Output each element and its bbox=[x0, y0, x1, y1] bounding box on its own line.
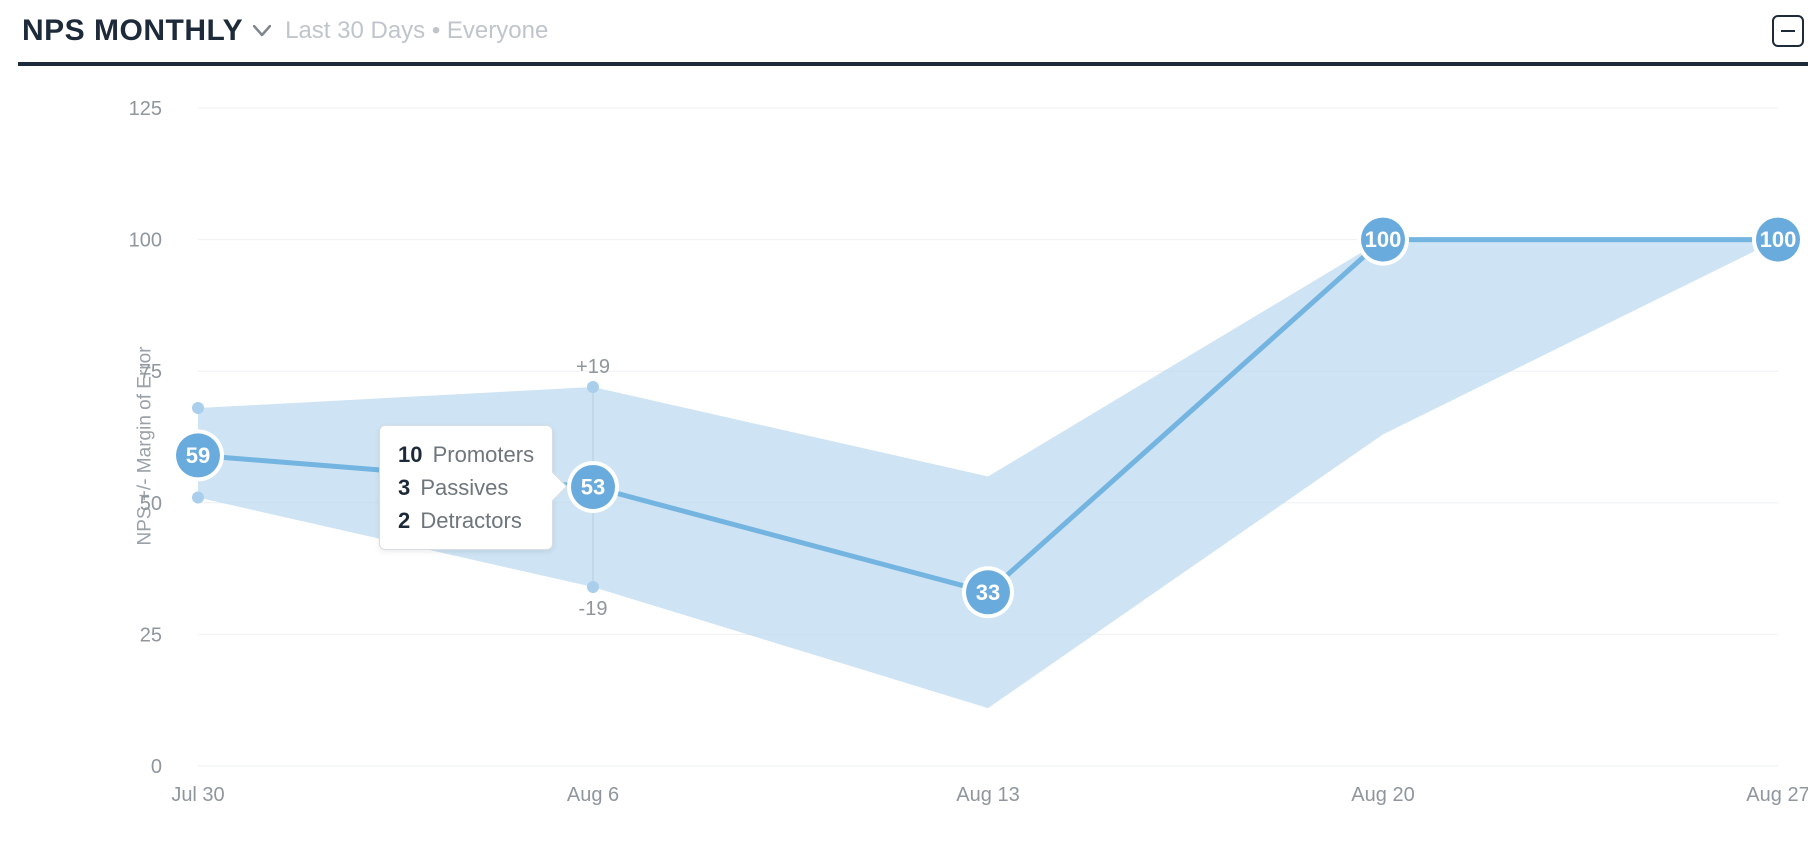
tooltip-row: 2 Detractors bbox=[398, 504, 534, 537]
chart-subtitle: Last 30 Days • Everyone bbox=[285, 17, 548, 45]
svg-text:Aug 20: Aug 20 bbox=[1351, 784, 1414, 806]
svg-text:Jul 30: Jul 30 bbox=[171, 784, 224, 806]
svg-text:100: 100 bbox=[129, 230, 162, 252]
svg-text:53: 53 bbox=[581, 475, 605, 500]
svg-text:Aug 6: Aug 6 bbox=[567, 784, 619, 806]
svg-text:59: 59 bbox=[186, 443, 210, 468]
chart-header: NPS MONTHLY Last 30 Days • Everyone bbox=[18, 0, 1808, 66]
data-tooltip: 10 Promoters3 Passives2 Detractors bbox=[379, 425, 553, 550]
svg-text:+19: +19 bbox=[576, 356, 610, 378]
svg-text:100: 100 bbox=[1760, 227, 1797, 252]
svg-text:0: 0 bbox=[151, 756, 162, 778]
svg-text:Aug 13: Aug 13 bbox=[956, 784, 1019, 806]
tooltip-row: 3 Passives bbox=[398, 471, 534, 504]
svg-text:75: 75 bbox=[140, 361, 162, 383]
svg-text:-19: -19 bbox=[579, 598, 608, 620]
nps-line-chart[interactable]: 0 25 50 75 100 125 +19 -19 59 53 33 100 100 Jul 30 Aug… bbox=[18, 66, 1808, 836]
dropdown-caret-icon[interactable] bbox=[253, 25, 271, 37]
svg-text:33: 33 bbox=[976, 580, 1000, 605]
svg-text:25: 25 bbox=[140, 624, 162, 646]
svg-text:50: 50 bbox=[140, 493, 162, 515]
svg-text:125: 125 bbox=[129, 98, 162, 120]
svg-text:Aug 27: Aug 27 bbox=[1746, 784, 1808, 806]
tooltip-row: 10 Promoters bbox=[398, 438, 534, 471]
svg-text:100: 100 bbox=[1365, 227, 1402, 252]
chart-title[interactable]: NPS MONTHLY bbox=[22, 14, 243, 48]
chart-area[interactable]: NPS +/- Margin of Error 0255075100125+19… bbox=[18, 66, 1808, 836]
collapse-button[interactable] bbox=[1772, 15, 1804, 47]
